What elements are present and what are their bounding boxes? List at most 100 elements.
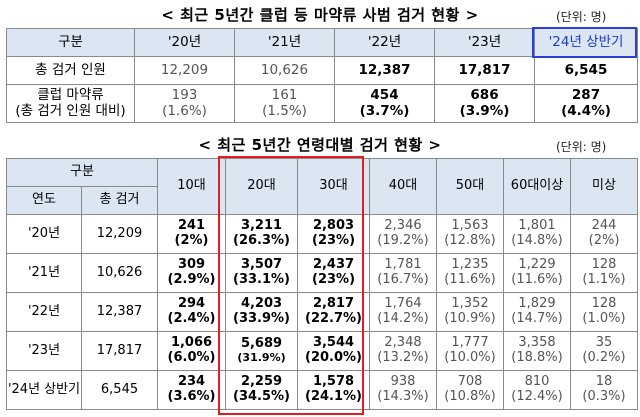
header-age: 30대	[297, 158, 371, 215]
table-row: 총 검거 인원 12,209 10,626 12,387 17,817 6,54…	[6, 56, 638, 85]
header-year-23: '23년	[434, 28, 535, 57]
cell-percent: (14.8%)	[511, 233, 563, 248]
cell-age-value: 1,777 (10.0%)	[436, 331, 505, 371]
cell-percent: (3.6%)	[167, 389, 216, 404]
cell-count: 244	[591, 218, 617, 234]
cell-age-value: 1,578 (24.1%)	[297, 370, 371, 410]
cell-age-value: 2,346 (19.2%)	[369, 214, 438, 254]
cell-percent: (19.2%)	[377, 233, 429, 248]
row-total: 10,626	[80, 253, 159, 293]
cell-count: 1,563	[451, 218, 489, 234]
cell-value: 161 (1.5%)	[234, 84, 335, 123]
table2-header-row: 구분 10대 20대 30대 40대 50대 60대이상 미상	[5, 158, 639, 215]
cell-count: 241	[177, 218, 206, 234]
header-age: 50대	[436, 158, 505, 215]
cell-percent: (2%)	[174, 233, 209, 248]
cell-value: 12,209	[134, 56, 235, 85]
cell-count: 2,803	[312, 218, 355, 234]
cell-count: 708	[457, 374, 483, 390]
cell-percent: (34.5%)	[233, 389, 290, 404]
cell-percent: (22.7%)	[305, 311, 362, 326]
cell-age-value: 241 (2%)	[157, 214, 227, 254]
cell-count: 1,229	[518, 257, 556, 273]
cell-age-value: 2,437 (23%)	[297, 253, 371, 293]
cell-age-value: 1,764 (14.2%)	[369, 292, 438, 332]
cell-count: 1,352	[451, 296, 489, 312]
header-age: 10대	[157, 158, 227, 215]
cell-count: 1,066	[170, 335, 213, 351]
section2-title: < 최근 5년간 연령대별 검거 현황 >	[198, 136, 442, 154]
cell-age-value: 294 (2.4%)	[157, 292, 227, 332]
cell-percent: (16.7%)	[377, 272, 429, 287]
cell-count: 3,507	[240, 257, 283, 273]
cell-age-value: 2,259 (34.5%)	[225, 370, 299, 410]
cell-age-value: 128 (1.1%)	[570, 253, 639, 293]
cell-percent: (33.9%)	[233, 311, 290, 326]
cell-percent: (18.8%)	[511, 350, 563, 365]
drug-arrest-table: 구분 '20년 '21년 '22년 '23년 '24년 상반기 총 검거 인원 …	[6, 28, 638, 123]
cell-age-value: 1,229 (11.6%)	[503, 253, 572, 293]
cell-age-value: 35 (0.2%)	[570, 331, 639, 371]
table-row: '21년 10,626 309 (2.9%) 3,507 (33.1%) 2,437 (23%…	[6, 253, 639, 293]
cell-age-value: 1,829 (14.7%)	[503, 292, 572, 332]
cell-count: 294	[177, 296, 206, 312]
cell-age-value: 2,803 (23%)	[297, 214, 371, 254]
cell-age-value: 3,358 (18.8%)	[503, 331, 572, 371]
cell-percent: (20.0%)	[305, 350, 362, 365]
cell-value: 454 (3.7%)	[334, 84, 435, 123]
table-row: 클럽 마약류 (총 검거 인원 대비) 193 (1.6%) 161 (1.5%) …	[6, 84, 638, 123]
cell-count: 4,203	[240, 296, 283, 312]
header-group-label: 구분	[70, 164, 94, 180]
cell-percent: (6.0%)	[167, 350, 216, 365]
cell-age-value: 3,211 (26.3%)	[225, 214, 299, 254]
cell-age-value: 2,348 (13.2%)	[369, 331, 438, 371]
cell-count: 5,689	[240, 336, 283, 352]
header-age: 40대	[369, 158, 438, 215]
cell-count: 1,764	[384, 296, 422, 312]
section1-title: < 최근 5년간 클럽 등 마약류 사범 검거 현황 >	[161, 6, 479, 24]
cell-percent: (14.2%)	[377, 311, 429, 326]
cell-percent: (14.7%)	[511, 311, 563, 326]
row-year: '24년 상반기	[6, 370, 82, 410]
cell-percent: (12.4%)	[511, 389, 563, 404]
cell-count: 1,781	[384, 257, 422, 273]
cell-count: 2,817	[312, 296, 355, 312]
cell-count: 938	[390, 374, 416, 390]
cell-age-value: 3,507 (33.1%)	[225, 253, 299, 293]
cell-count: 309	[177, 257, 206, 273]
table-row: '24년 상반기 6,545 234 (3.6%) 2,259 (34.5%) 1,578(…	[6, 370, 639, 410]
cell-count: 810	[524, 374, 550, 390]
cell-age-value: 1,066 (6.0%)	[157, 331, 227, 371]
row-total: 12,387	[80, 292, 159, 332]
row-year: '20년	[6, 214, 82, 254]
cell-count: 1,777	[451, 335, 489, 351]
row-year: '21년	[6, 253, 82, 293]
cell-percent: (14.3%)	[377, 389, 429, 404]
cell-value: 193 (1.6%)	[134, 84, 235, 123]
cell-percent: (10.0%)	[444, 350, 496, 365]
cell-count: 3,358	[518, 335, 556, 351]
header-year: 연도	[6, 186, 82, 215]
row-year: '22년	[6, 292, 82, 332]
row-total: 6,545	[80, 370, 159, 410]
cell-age-value: 128 (1.0%)	[570, 292, 639, 332]
table-row: '23년 17,817 1,066 (6.0%) 5,689 (31.9%) 3,544 (2…	[6, 331, 639, 371]
cell-percent: (24.1%)	[305, 389, 362, 404]
cell-age-value: 810 (12.4%)	[503, 370, 572, 410]
cell-percent: (23%)	[312, 233, 356, 248]
cell-age-value: 1,781 (16.7%)	[369, 253, 438, 293]
cell-percent: (2.9%)	[167, 272, 216, 287]
cell-count: 2,346	[384, 218, 422, 234]
cell-count: 1,829	[518, 296, 556, 312]
cell-value: 287 (4.4%)	[534, 84, 638, 123]
cell-percent: (10.8%)	[444, 389, 496, 404]
cell-count: 3,211	[240, 218, 283, 234]
cell-value: 6,545	[534, 56, 638, 85]
cell-percent: (0.2%)	[582, 350, 626, 365]
row-year: '23년	[6, 331, 82, 371]
row-label-club-main: 클럽 마약류	[37, 86, 104, 103]
header-year-22: '22년	[334, 28, 435, 57]
cell-count: 128	[591, 296, 617, 312]
cell-count: 2,348	[384, 335, 422, 351]
cell-percent: (13.2%)	[377, 350, 429, 365]
